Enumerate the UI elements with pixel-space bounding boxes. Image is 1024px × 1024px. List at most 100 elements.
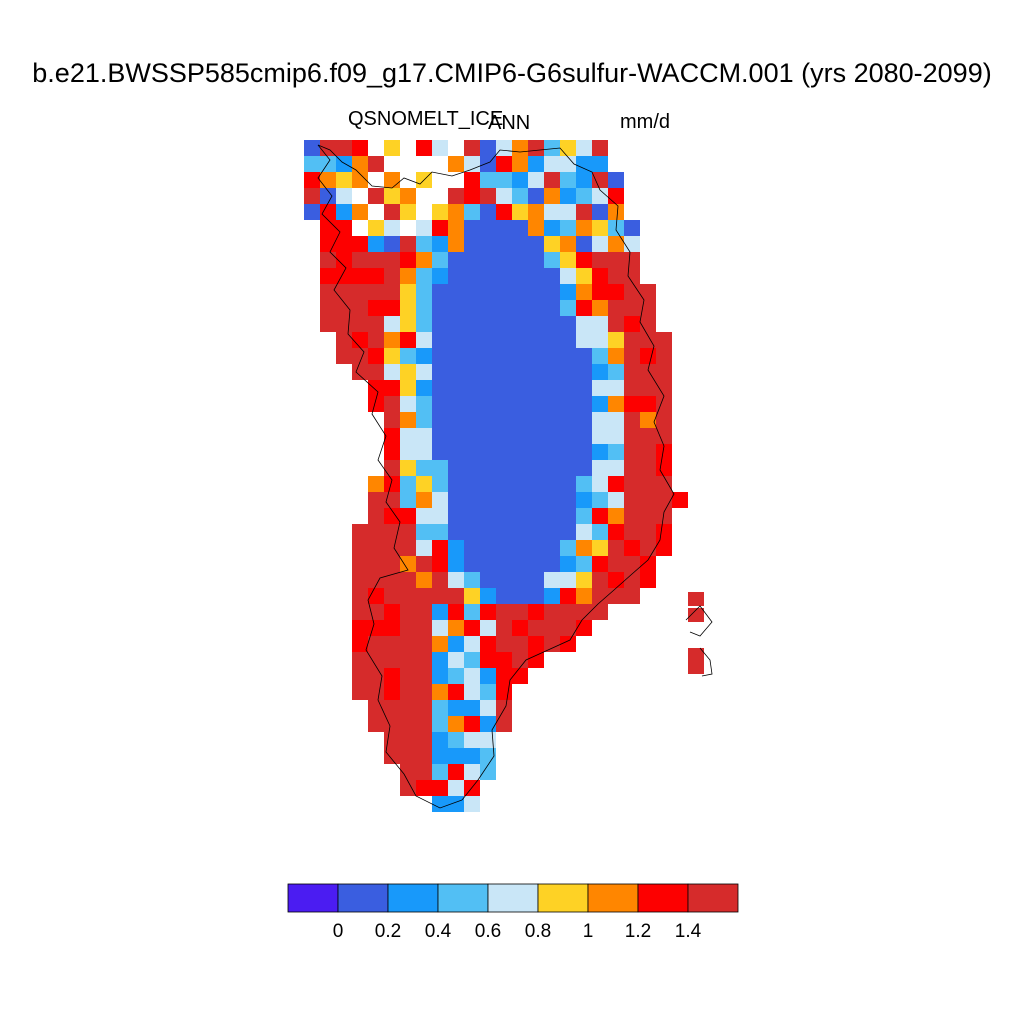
- map-cell: [512, 508, 528, 524]
- map-cell: [560, 476, 576, 492]
- map-cell: [448, 796, 464, 812]
- map-cell: [640, 348, 656, 364]
- map-cell: [464, 220, 480, 236]
- map-cell: [512, 524, 528, 540]
- map-cell: [624, 300, 640, 316]
- map-cell: [416, 604, 432, 620]
- map-cell: [384, 620, 400, 636]
- map-cell: [544, 380, 560, 396]
- season-label: ANN: [488, 112, 531, 134]
- map-cell: [560, 604, 576, 620]
- map-cell: [528, 252, 544, 268]
- map-cell: [400, 364, 416, 380]
- map-cell: [432, 684, 448, 700]
- map-cell: [464, 524, 480, 540]
- map-cell: [480, 716, 496, 732]
- map-cell: [464, 300, 480, 316]
- map-cell: [544, 188, 560, 204]
- map-cell: [560, 556, 576, 572]
- map-cell: [512, 204, 528, 220]
- map-cell: [448, 748, 464, 764]
- map-cell: [400, 492, 416, 508]
- map-cell: [496, 540, 512, 556]
- map-cell: [464, 396, 480, 412]
- map-cell: [544, 220, 560, 236]
- map-cell: [528, 156, 544, 172]
- map-cell: [592, 492, 608, 508]
- map-cell: [512, 156, 528, 172]
- map-cell: [480, 444, 496, 460]
- map-cell: [480, 396, 496, 412]
- map-cell: [496, 284, 512, 300]
- map-cell: [560, 252, 576, 268]
- colorbar-tick-label: 0.6: [475, 921, 501, 942]
- map-cell: [416, 524, 432, 540]
- map-cell: [592, 412, 608, 428]
- map-cell: [400, 412, 416, 428]
- map-cell: [528, 460, 544, 476]
- map-cell: [624, 396, 640, 412]
- map-cell: [400, 684, 416, 700]
- map-cell: [576, 204, 592, 220]
- map-cell: [480, 460, 496, 476]
- map-cell: [448, 620, 464, 636]
- map-cell: [624, 252, 640, 268]
- map-cell: [592, 332, 608, 348]
- map-cell: [560, 620, 576, 636]
- map-cell: [528, 476, 544, 492]
- map-cell: [432, 572, 448, 588]
- map-cell: [480, 524, 496, 540]
- map-cell: [640, 476, 656, 492]
- map-cell: [400, 476, 416, 492]
- map-cell: [464, 684, 480, 700]
- map-cell: [496, 460, 512, 476]
- map-cell: [640, 492, 656, 508]
- map-cell: [384, 636, 400, 652]
- map-cell: [432, 556, 448, 572]
- map-cell: [608, 348, 624, 364]
- map-cell: [544, 268, 560, 284]
- map-cell: [560, 316, 576, 332]
- map-cell: [528, 172, 544, 188]
- map-cell: [480, 508, 496, 524]
- map-cell: [512, 620, 528, 636]
- map-cell: [304, 188, 320, 204]
- map-cell: [400, 556, 416, 572]
- map-cell: [304, 204, 320, 220]
- map-cell: [560, 444, 576, 460]
- map-cell: [416, 556, 432, 572]
- map-cell: [576, 172, 592, 188]
- map-cell: [448, 252, 464, 268]
- map-cell: [608, 396, 624, 412]
- map-cell: [448, 556, 464, 572]
- map-cell: [320, 188, 336, 204]
- map-cell: [544, 556, 560, 572]
- map-cell: [592, 156, 608, 172]
- map-cell: [464, 316, 480, 332]
- map-cell: [576, 412, 592, 428]
- map-cell: [384, 140, 400, 156]
- map-cell: [496, 588, 512, 604]
- map-cell: [432, 332, 448, 348]
- map-cell: [432, 396, 448, 412]
- map-cell: [416, 620, 432, 636]
- map-cell: [368, 652, 384, 668]
- map-cell: [448, 204, 464, 220]
- map-cell: [592, 556, 608, 572]
- map-cell: [336, 252, 352, 268]
- map-cell: [400, 636, 416, 652]
- map-cell: [352, 252, 368, 268]
- map-cell: [624, 236, 640, 252]
- map-cell: [336, 268, 352, 284]
- map-cell: [496, 252, 512, 268]
- map-cell: [480, 636, 496, 652]
- map-cell: [496, 268, 512, 284]
- map-cell: [448, 508, 464, 524]
- map-cell: [384, 364, 400, 380]
- map-cells: [304, 140, 704, 812]
- map-cell: [432, 668, 448, 684]
- map-cell: [368, 300, 384, 316]
- colorbar-box: [287, 883, 339, 913]
- map-cell: [448, 636, 464, 652]
- map-cell: [528, 332, 544, 348]
